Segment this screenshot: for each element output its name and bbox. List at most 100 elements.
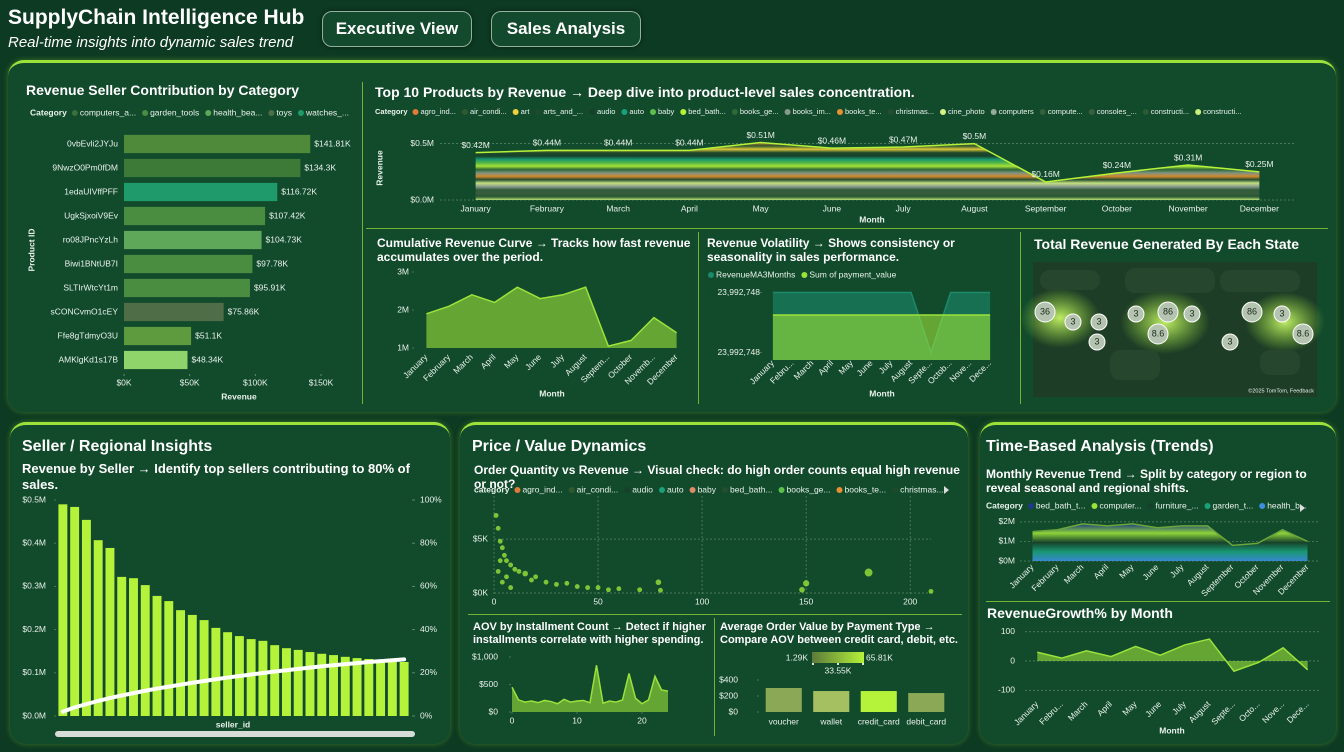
divider [714,618,715,736]
x-tick-label: April [816,358,835,377]
x-tick-label: January [1012,698,1041,727]
map-bubble [1221,333,1239,351]
legend-marker [621,109,628,115]
legend-marker [990,109,997,115]
legend-label: cine_photo [948,107,985,116]
point [637,587,643,593]
chart-title: Average Order Value by Payment Type → Co… [720,621,958,647]
bar [329,655,338,716]
chart-title: Revenue Volatility → Shows consistency o… [707,236,955,265]
point [499,579,505,585]
map-bubble [1183,305,1201,323]
point [585,585,591,591]
scrollbar[interactable] [55,731,415,737]
bubble-label: 86 [1163,306,1173,316]
legend-label: watches_... [305,107,349,117]
legend-marker [1039,109,1046,115]
y2-tick-label: 0% [420,710,433,720]
value-label: $0.5M [963,131,987,141]
legend-arrow[interactable] [1300,504,1305,512]
legend-marker [801,272,808,278]
legend-label: computers [999,107,1034,116]
legend-label: christmas... [896,107,934,116]
y-axis-title: Revenue [374,150,384,186]
legend-marker [689,487,696,493]
bar [211,627,221,716]
legend-label: air_condi... [577,484,619,494]
legend-marker [512,109,519,115]
legend-label: books_te... [845,484,887,494]
legend-marker [1259,503,1266,509]
legend-marker [887,109,894,115]
x-axis-title: Month [1159,725,1185,735]
panel-title: Price / Value Dynamics [472,438,647,455]
y-tick-label: 2M [397,304,409,314]
bubble-label: 3 [1096,316,1101,326]
y-tick-label: AMKlgKd1s17B [58,354,118,364]
y2-tick-label: 80% [420,537,437,547]
scale-stop [837,663,839,665]
area [1032,523,1308,561]
bubble-label: 3 [1227,336,1232,346]
x-tick-label: May [502,351,521,370]
line [1037,638,1309,673]
legend-label: computers_a... [80,107,136,117]
y-tick-label: 1M [397,342,409,352]
y-tick-label: Biwi1BNtUB7I [65,258,118,268]
legend-marker [1027,503,1034,509]
bar [124,254,253,274]
legend-label: auto [629,107,644,116]
chart-title: Order Quantity vs Revenue → Visual check… [474,463,960,492]
legend-marker [680,109,687,115]
x-tick-label: Dece... [967,358,993,384]
legend-arrow[interactable] [944,486,949,494]
point [928,588,934,594]
value-label: $104.73K [266,234,303,244]
y-tick-label: Ffe8gTdmyO3U [58,330,118,340]
app-title: SupplyChain Intelligence Hub [8,6,305,29]
y-tick-label: $500 [479,679,498,689]
x-tick-label: 100 [695,596,709,606]
legend-label: audio [632,484,653,494]
x-tick-label: 200 [903,596,917,606]
y-tick-label: UgkSjxoiV9Ev [64,210,119,220]
point [493,512,499,518]
x-tick-label: January [461,203,492,213]
legend-marker [71,110,78,116]
panel-title: Seller / Regional Insights [22,438,213,455]
legend-label: books_im... [793,107,831,116]
point [504,574,509,580]
line [475,141,1260,183]
y2-tick-label: 40% [420,624,437,634]
y-tick-label: 9NwzO0Pm0fDM [52,162,118,172]
line [511,665,669,705]
nav-button[interactable]: Executive View [322,11,472,47]
value-label: $0.51M [746,130,774,140]
legend-marker [1091,503,1098,509]
legend-marker [1088,109,1095,115]
divider [468,614,962,615]
bar [187,614,197,716]
x-tick-label: debit_card [906,716,946,726]
landmass [1110,350,1160,380]
legend-label: auto [667,484,684,494]
x-tick-label: March [1062,562,1086,586]
bar [270,645,280,716]
y-tick-label: $2M [998,516,1015,526]
legend-label: agro_ind... [522,484,562,494]
x-tick-label: May [1117,561,1136,580]
chart-title: Revenue by Seller → Identify top sellers… [22,461,410,492]
x-tick-label: wallet [819,716,842,726]
x-tick-label: $150K [309,377,334,387]
point [543,579,549,585]
legend-label: garden_t... [1213,500,1254,510]
x-tick-label: April [1095,699,1114,718]
x-tick-label: June [1140,562,1160,582]
nav-button[interactable]: Sales Analysis [491,11,641,47]
bar [860,691,897,712]
panel-title: Time-Based Analysis (Trends) [986,438,1214,455]
legend-marker [624,487,631,493]
legend-label: arts_and_... [543,107,583,116]
landmass [1125,268,1215,293]
x-axis-title: Month [859,214,885,224]
